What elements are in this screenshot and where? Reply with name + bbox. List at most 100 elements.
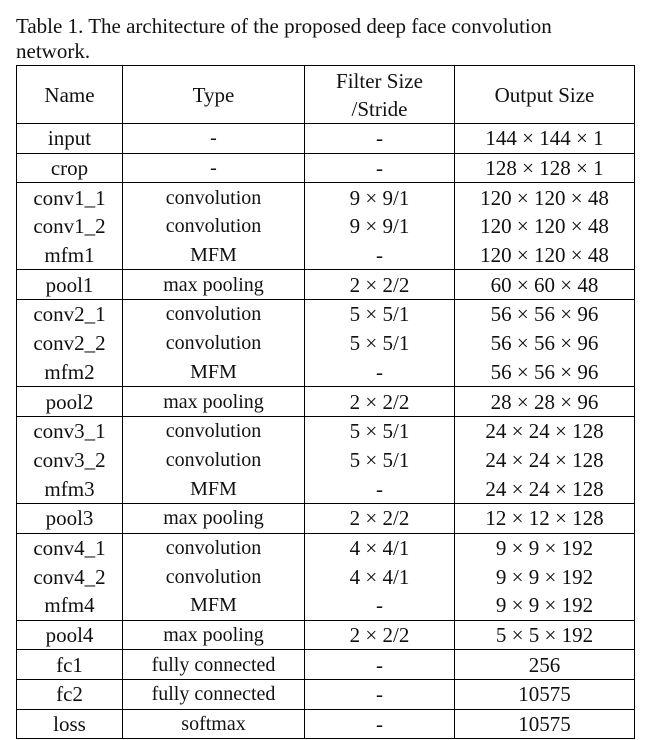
cell-name: conv1_1: [16, 182, 123, 213]
cell-name: pool3: [16, 502, 123, 534]
table-row: fc1 fully connected -256: [16, 649, 635, 680]
cell-output: 56 × 56 × 96: [454, 328, 635, 358]
table-row: pool1 max pooling 2 × 2/2 60 × 60 × 48: [16, 269, 635, 300]
architecture-table: Name Type Filter Size /Stride Output Siz…: [16, 65, 635, 740]
cell-filter: 4 × 4/1: [304, 562, 455, 591]
table-row: conv1_2 convolution 9 × 9/1 120 × 120 × 48: [16, 212, 635, 241]
cell-name: conv3_2: [16, 445, 123, 475]
cell-name: mfm2: [16, 357, 123, 387]
table-row: mfm1 MFM -120 × 120 × 48: [16, 240, 635, 270]
cell-filter: 4 × 4/1: [304, 532, 455, 563]
cell-type: softmax: [122, 708, 305, 740]
cell-name: fc1: [16, 649, 123, 680]
header-type: Type: [122, 65, 305, 124]
cell-filter: 5 × 5/1: [304, 445, 455, 475]
cell-output: 24 × 24 × 128: [454, 445, 635, 475]
cell-filter: 5 × 5/1: [304, 299, 455, 329]
cell-output: 60 × 60 × 48: [454, 269, 635, 300]
cell-filter: -: [304, 649, 455, 680]
cell-output: 128 × 128 × 1: [454, 152, 635, 183]
cell-output: 9 × 9 × 192: [454, 562, 635, 591]
cell-name: crop: [16, 152, 123, 183]
header-name: Name: [16, 65, 123, 124]
cell-output: 9 × 9 × 192: [454, 591, 635, 621]
cell-name: input: [16, 123, 123, 154]
cell-type: convolution: [122, 299, 305, 329]
cell-output: 56 × 56 × 96: [454, 357, 635, 387]
cell-type: max pooling: [122, 619, 305, 650]
table-row: fc2 fully connected -10575: [16, 679, 635, 710]
cell-filter: -: [304, 474, 455, 504]
cell-filter: -: [304, 152, 455, 183]
cell-type: convolution: [122, 212, 305, 241]
cell-filter: 2 × 2/2: [304, 269, 455, 300]
cell-type: MFM: [122, 357, 305, 387]
cell-filter: -: [304, 708, 455, 740]
cell-type: convolution: [122, 445, 305, 475]
table-row: conv2_1 convolution 5 × 5/1 56 × 56 × 96: [16, 299, 635, 329]
cell-name: pool2: [16, 386, 123, 417]
table-row: crop - -128 × 128 × 1: [16, 152, 635, 183]
table-row: mfm2 MFM -56 × 56 × 96: [16, 357, 635, 387]
header-filter: Filter Size /Stride: [304, 65, 455, 124]
cell-type: MFM: [122, 591, 305, 621]
cell-type: MFM: [122, 240, 305, 270]
header-row: Name Type Filter Size /Stride Output Siz…: [16, 65, 635, 124]
cell-filter: 2 × 2/2: [304, 386, 455, 417]
table-row: loss softmax -10575: [16, 708, 635, 740]
cell-filter: 9 × 9/1: [304, 182, 455, 213]
cell-name: conv4_2: [16, 562, 123, 591]
table-row: pool3 max pooling 2 × 2/2 12 × 12 × 128: [16, 502, 635, 534]
cell-name: mfm1: [16, 240, 123, 270]
table-row: input - -144 × 144 × 1: [16, 123, 635, 154]
cell-filter: 2 × 2/2: [304, 619, 455, 650]
cell-output: 120 × 120 × 48: [454, 212, 635, 241]
table-header: Name Type Filter Size /Stride Output Siz…: [16, 65, 635, 124]
table-row: mfm4 MFM -9 × 9 × 192: [16, 591, 635, 621]
cell-name: conv2_1: [16, 299, 123, 329]
cell-name: pool1: [16, 269, 123, 300]
cell-type: MFM: [122, 474, 305, 504]
cell-type: max pooling: [122, 502, 305, 534]
cell-name: mfm4: [16, 591, 123, 621]
header-filter-line1: Filter Size: [336, 68, 423, 93]
cell-output: 24 × 24 × 128: [454, 415, 635, 446]
cell-type: fully connected: [122, 679, 305, 710]
cell-name: conv2_2: [16, 328, 123, 358]
cell-name: conv3_1: [16, 415, 123, 446]
table-row: mfm3 MFM -24 × 24 × 128: [16, 474, 635, 504]
cell-output: 256: [454, 649, 635, 680]
cell-output: 120 × 120 × 48: [454, 240, 635, 270]
cell-name: conv1_2: [16, 212, 123, 241]
cell-type: fully connected: [122, 649, 305, 680]
table-row: conv1_1 convolution 9 × 9/1 120 × 120 × 48: [16, 182, 635, 213]
cell-type: max pooling: [122, 386, 305, 417]
table-row: conv4_2 convolution 4 × 4/1 9 × 9 × 192: [16, 562, 635, 591]
cell-name: fc2: [16, 679, 123, 710]
cell-type: convolution: [122, 415, 305, 446]
cell-filter: -: [304, 357, 455, 387]
cell-filter: -: [304, 679, 455, 710]
cell-filter: 5 × 5/1: [304, 328, 455, 358]
cell-filter: -: [304, 591, 455, 621]
header-output: Output Size: [454, 65, 635, 124]
cell-output: 144 × 144 × 1: [454, 123, 635, 154]
cell-type: convolution: [122, 182, 305, 213]
cell-output: 9 × 9 × 192: [454, 532, 635, 563]
cell-filter: 5 × 5/1: [304, 415, 455, 446]
table-row: conv3_2 convolution 5 × 5/1 24 × 24 × 128: [16, 445, 635, 475]
table-row: conv2_2 convolution 5 × 5/1 56 × 56 × 96: [16, 328, 635, 358]
table-row: pool4 max pooling 2 × 2/2 5 × 5 × 192: [16, 619, 635, 650]
table-row: conv4_1 convolution 4 × 4/1 9 × 9 × 192: [16, 532, 635, 563]
cell-type: -: [122, 152, 305, 183]
cell-name: mfm3: [16, 474, 123, 504]
cell-type: convolution: [122, 328, 305, 358]
cell-type: convolution: [122, 562, 305, 591]
cell-output: 28 × 28 × 96: [454, 386, 635, 417]
cell-name: pool4: [16, 619, 123, 650]
cell-filter: -: [304, 240, 455, 270]
cell-name: loss: [16, 708, 123, 740]
table-row: conv3_1 convolution 5 × 5/1 24 × 24 × 128: [16, 415, 635, 446]
cell-type: -: [122, 123, 305, 154]
cell-name: conv4_1: [16, 532, 123, 563]
